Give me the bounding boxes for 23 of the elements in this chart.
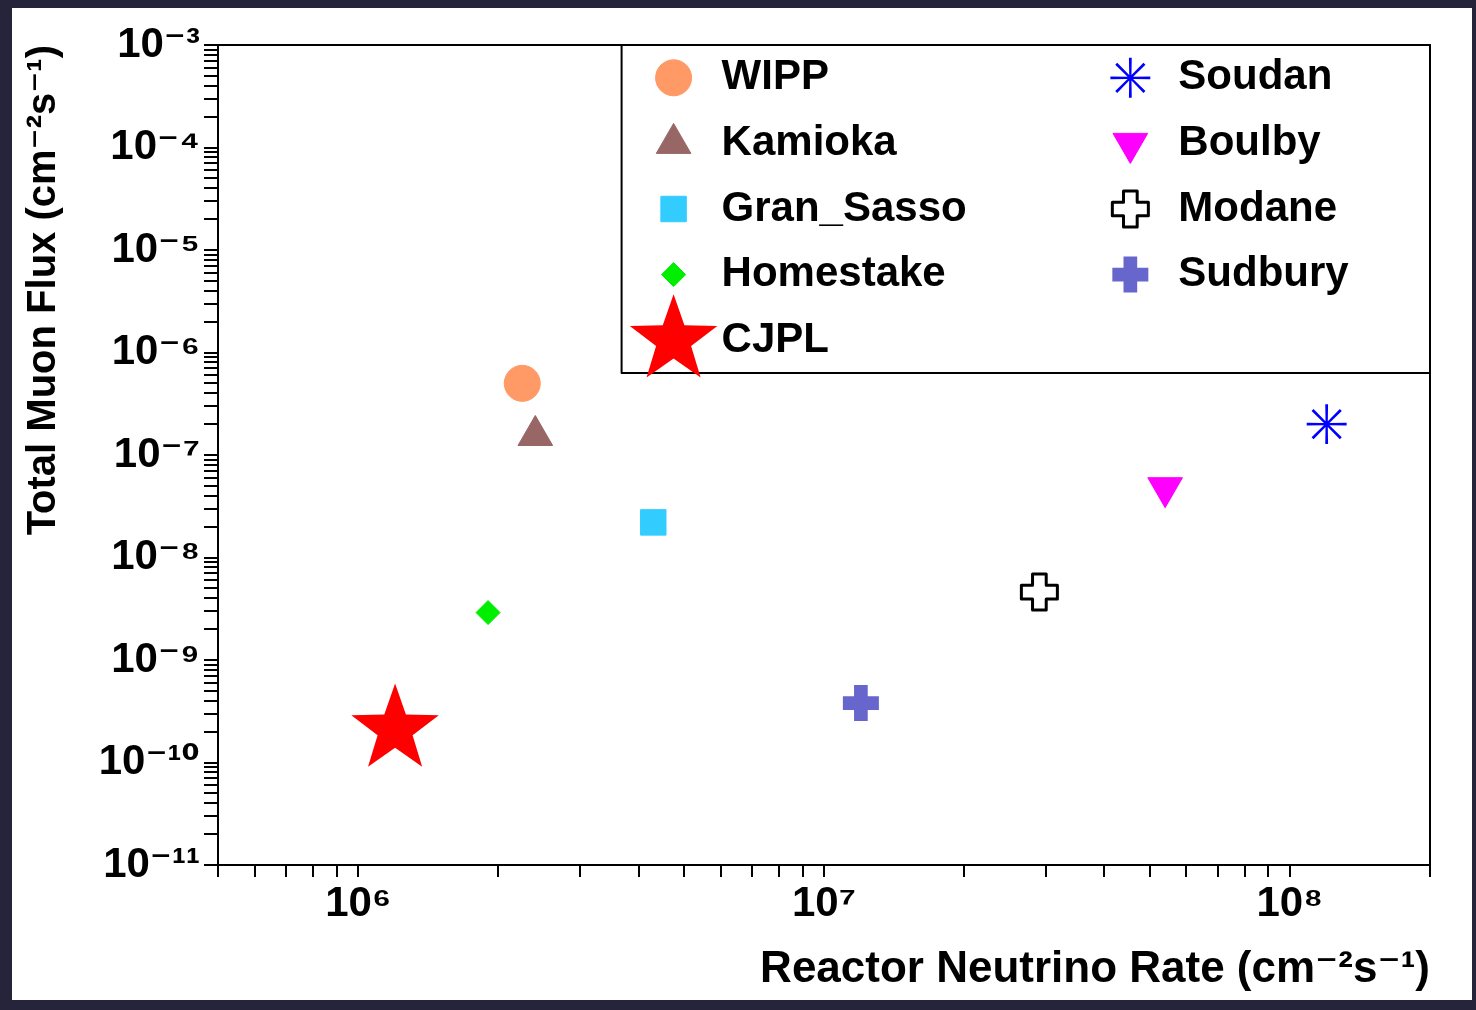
y-tick-label: 10⁻⁵ (111, 223, 200, 271)
legend-label: Modane (1178, 182, 1338, 230)
legend-label: Sudbury (1178, 248, 1350, 296)
y-tick-label: 10⁻⁶ (111, 326, 200, 374)
y-axis-title: Total Muon Flux (cm⁻²s⁻¹) (19, 45, 64, 536)
legend-label: Gran_Sasso (721, 182, 967, 230)
legend-label: Boulby (1178, 116, 1322, 164)
y-tick-label: 10⁻⁴ (110, 121, 200, 169)
x-tick-label: 10⁸ (1256, 877, 1324, 925)
y-tick-label: 10⁻⁸ (111, 531, 200, 579)
y-tick-label: 10⁻³ (117, 18, 201, 66)
legend-label: WIPP (721, 51, 829, 99)
legend-label: Homestake (721, 248, 946, 296)
y-tick-label: 10⁻⁹ (111, 633, 200, 681)
y-tick-label: 10⁻¹⁰ (98, 736, 200, 784)
y-tick-label: 10⁻¹¹ (103, 838, 200, 886)
legend-label: Kamioka (721, 116, 898, 164)
legend-label: Soudan (1178, 51, 1333, 99)
x-tick-label: 10⁷ (791, 877, 857, 925)
legend-label: CJPL (721, 313, 829, 361)
x-tick-label: 10⁶ (325, 877, 392, 925)
y-tick-label: 10⁻⁷ (113, 428, 200, 476)
x-axis-title: Reactor Neutrino Rate (cm⁻²s⁻¹) (760, 941, 1430, 991)
